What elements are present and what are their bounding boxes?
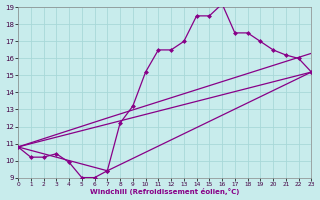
- X-axis label: Windchill (Refroidissement éolien,°C): Windchill (Refroidissement éolien,°C): [90, 188, 239, 195]
